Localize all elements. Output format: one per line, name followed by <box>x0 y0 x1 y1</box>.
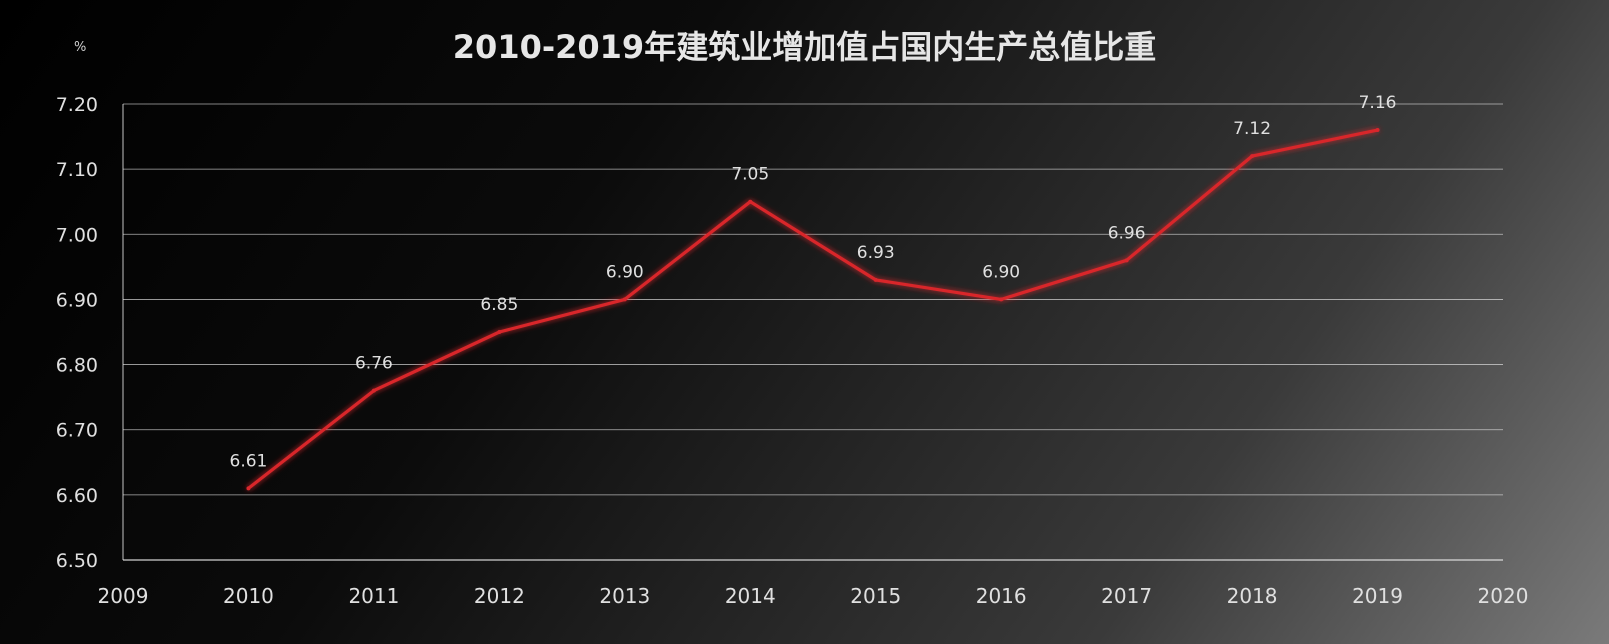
data-label: 6.93 <box>857 243 895 263</box>
x-tick-label: 2011 <box>348 584 399 608</box>
x-tick-label: 2009 <box>98 584 149 608</box>
data-point <box>1250 154 1255 159</box>
x-tick-label: 2019 <box>1352 584 1403 608</box>
y-tick-label: 6.60 <box>56 485 98 507</box>
y-tick-label: 6.90 <box>56 289 98 311</box>
y-tick-label: 6.80 <box>56 355 98 377</box>
data-label: 6.90 <box>982 262 1020 282</box>
y-axis-unit-label: % <box>74 40 87 55</box>
data-point <box>497 330 502 334</box>
data-label: 6.76 <box>355 354 393 374</box>
data-point <box>1124 258 1129 263</box>
data-point <box>999 297 1004 302</box>
x-tick-label: 2016 <box>976 584 1027 608</box>
series-line <box>246 128 1380 490</box>
gridlines <box>122 103 1503 561</box>
x-tick-label: 2012 <box>474 584 525 608</box>
axis-labels: 6.50 6.60 6.70 6.80 6.90 7.00 7.10 7.20 2009 2010… <box>56 94 1529 608</box>
x-tick-label: 2020 <box>1478 584 1529 608</box>
data-point <box>873 277 878 282</box>
y-tick-label: 6.50 <box>56 550 98 572</box>
x-tick-label: 2018 <box>1227 584 1278 608</box>
data-label: 7.16 <box>1359 93 1397 113</box>
data-labels: 6.61 6.76 6.85 6.90 7.05 6.93 6.90 6.96 7.12 7.16 <box>230 93 1397 471</box>
y-tick-label: 7.20 <box>56 94 98 116</box>
x-tick-label: 2010 <box>223 584 274 608</box>
y-tick-label: 7.00 <box>56 224 98 246</box>
data-label: 7.12 <box>1233 119 1271 139</box>
chart-title: 2010-2019年建筑业增加值占国内生产总值比重 <box>452 28 1157 66</box>
x-tick-label: 2013 <box>599 584 650 608</box>
data-label: 6.90 <box>606 262 644 282</box>
data-point <box>246 486 251 491</box>
data-label: 6.96 <box>1108 223 1146 243</box>
data-point <box>1375 128 1380 133</box>
data-label: 6.85 <box>480 295 518 315</box>
y-tick-label: 7.10 <box>56 159 98 181</box>
x-tick-label: 2017 <box>1101 584 1152 608</box>
series-line-group <box>246 128 1380 491</box>
data-label: 7.05 <box>731 165 769 185</box>
data-point <box>748 199 753 204</box>
y-tick-label: 6.70 <box>56 420 98 442</box>
data-point <box>371 388 376 393</box>
x-tick-label: 2015 <box>850 584 901 608</box>
data-point <box>622 297 627 302</box>
data-label: 6.61 <box>230 451 268 471</box>
x-tick-label: 2014 <box>725 584 776 608</box>
